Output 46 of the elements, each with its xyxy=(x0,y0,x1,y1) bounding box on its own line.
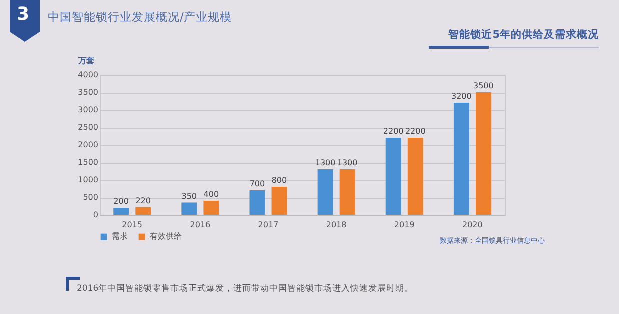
y-tick-label: 3000 xyxy=(78,106,98,114)
bar xyxy=(476,92,492,215)
legend-label: 需求 xyxy=(112,232,128,241)
bar xyxy=(408,138,424,215)
bar xyxy=(182,202,198,215)
bar xyxy=(386,138,402,215)
x-tick-label: 2017 xyxy=(258,220,279,230)
x-tick-label: 2016 xyxy=(190,220,211,230)
data-label: 1300 xyxy=(315,158,336,168)
x-tick-label: 2019 xyxy=(394,220,415,230)
y-axis-title: 万套 xyxy=(78,56,96,66)
y-tick-label: 1000 xyxy=(78,176,98,184)
bar xyxy=(136,207,152,215)
text: 3 xyxy=(17,4,30,25)
data-label: 200 xyxy=(114,197,129,206)
data-label: 2200 xyxy=(405,127,426,136)
data-label: 800 xyxy=(272,176,288,185)
text: 2016年中国智能锁零售市场正式爆发，进而带动中国智能锁市场进入快速发展时期。 xyxy=(77,283,414,295)
data-label: 700 xyxy=(250,180,266,188)
data-label: 1300 xyxy=(337,158,358,168)
bar xyxy=(454,103,470,215)
bar xyxy=(114,208,130,215)
bar xyxy=(318,170,334,215)
data-label: 2200 xyxy=(383,127,404,136)
data-label: 350 xyxy=(182,192,198,201)
data-label: 220 xyxy=(136,196,151,206)
y-tick-label: 4000 xyxy=(78,70,98,80)
x-tick-label: 2020 xyxy=(462,220,483,230)
chart-title: 中国智能锁行业发展概况/产业规模 xyxy=(48,10,232,25)
y-tick-label: 2000 xyxy=(78,140,98,150)
data-label: 3500 xyxy=(474,82,494,90)
chart-subtitle: 智能锁近5年的供给及需求概况 xyxy=(448,28,599,42)
bar xyxy=(204,201,220,215)
y-tick-label: 500 xyxy=(83,193,98,202)
y-tick-label: 3500 xyxy=(78,88,98,97)
bar xyxy=(340,170,356,215)
y-tick-label: 2500 xyxy=(78,123,98,132)
data-label: 400 xyxy=(204,190,220,199)
bar xyxy=(272,187,288,215)
y-tick-label: 1500 xyxy=(78,158,98,167)
y-tick-label: 0 xyxy=(93,210,98,220)
data-label: 3200 xyxy=(451,92,472,101)
bar xyxy=(250,190,266,215)
x-tick-label: 2018 xyxy=(326,220,347,230)
x-tick-label: 2015 xyxy=(122,220,143,230)
legend-label: 有效供给 xyxy=(150,232,182,241)
